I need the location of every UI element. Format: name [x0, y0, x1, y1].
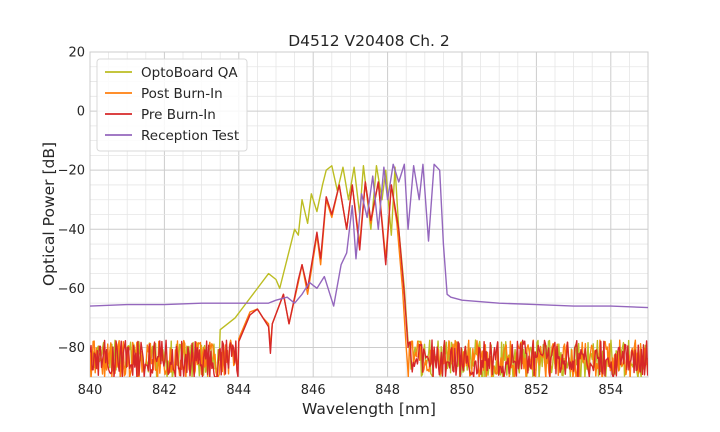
y-tick-label: −80	[58, 341, 85, 356]
legend-label: OptoBoard QA	[141, 65, 238, 81]
y-tick-label: −20	[58, 164, 85, 179]
legend-box	[96, 58, 248, 152]
plot-frame	[89, 51, 649, 378]
y-tick-label: −60	[58, 282, 85, 297]
x-tick-label: 846	[301, 383, 326, 398]
axis-ticks: 840 842 844 846 848 850 852 854 20 0 −20 −40 −60 −80	[58, 46, 624, 399]
y-tick-label: 20	[68, 46, 85, 61]
x-tick-label: 842	[152, 383, 177, 398]
series-line-2	[90, 181, 648, 377]
legend-label: Reception Test	[141, 128, 239, 144]
x-tick-label: 848	[375, 383, 400, 398]
x-tick-label: 844	[226, 383, 251, 398]
x-axis-label: Wavelength [nm]	[302, 400, 436, 418]
y-tick-label: −40	[58, 223, 85, 238]
x-tick-label: 840	[78, 383, 103, 398]
x-tick-label: 850	[450, 383, 475, 398]
x-tick-label: 852	[524, 383, 549, 398]
y-axis-label: Optical Power [dB]	[40, 142, 58, 286]
x-tick-label: 854	[598, 383, 623, 398]
legend-label: Post Burn-In	[141, 86, 223, 102]
series-layer	[90, 163, 648, 377]
y-tick-label: 0	[77, 105, 85, 120]
chart-title: D4512 V20408 Ch. 2	[288, 32, 450, 50]
legend: OptoBoard QA Post Burn-In Pre Burn-In Recep…	[96, 58, 248, 152]
legend-label: Pre Burn-In	[141, 107, 216, 123]
series-line-3	[90, 163, 648, 309]
